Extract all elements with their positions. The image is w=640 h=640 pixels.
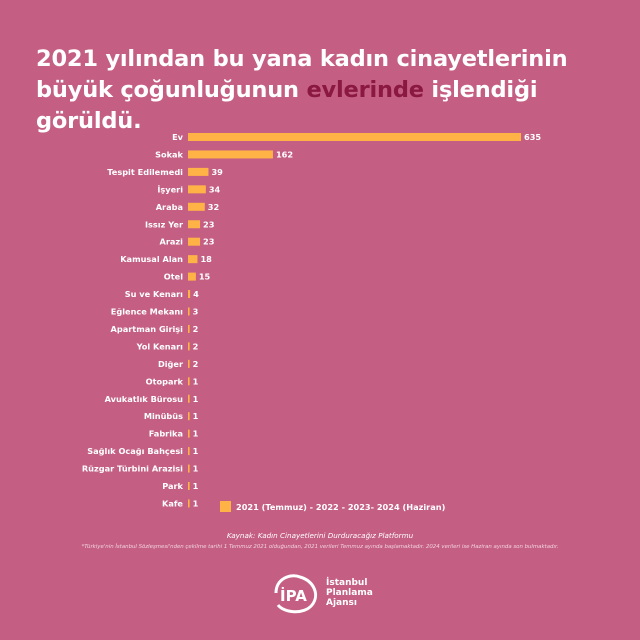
value-label: 2 bbox=[193, 341, 199, 351]
category-label: Sağlık Ocağı Bahçesi bbox=[87, 446, 183, 456]
bar bbox=[188, 342, 190, 351]
category-label: Fabrika bbox=[149, 429, 183, 439]
bar bbox=[188, 359, 190, 368]
category-label: Otel bbox=[164, 272, 183, 282]
category-label: Araba bbox=[156, 202, 183, 212]
title-line-2-end: işlendiği görüldü. bbox=[36, 77, 538, 134]
source-text: Kaynak: Kadın Cinayetlerini Durduracağız… bbox=[226, 531, 414, 540]
bar bbox=[188, 185, 206, 194]
value-label: 23 bbox=[203, 237, 215, 247]
value-label: 2 bbox=[193, 324, 199, 334]
title-line-1: 2021 yılından bu yana kadın cinayetlerin… bbox=[36, 46, 568, 72]
value-label: 15 bbox=[199, 272, 211, 282]
bar bbox=[188, 447, 190, 456]
chart-legend: 2021 (Temmuz) - 2022 - 2023- 2024 (Hazir… bbox=[220, 501, 445, 512]
value-label: 162 bbox=[276, 149, 293, 159]
title-highlight: evlerinde bbox=[306, 77, 424, 103]
bar bbox=[188, 412, 190, 421]
page-title: 2021 yılından bu yana kadın cinayetlerin… bbox=[36, 44, 616, 137]
value-label: 39 bbox=[211, 167, 223, 177]
bar bbox=[188, 237, 201, 246]
category-label: Apartman Girişi bbox=[111, 324, 184, 334]
value-label: 23 bbox=[203, 219, 215, 229]
category-label: Issız Yer bbox=[145, 219, 184, 229]
value-label: 1 bbox=[193, 481, 199, 491]
value-label: 34 bbox=[209, 184, 221, 194]
logo-text: İstanbul Planlama Ajansı bbox=[326, 578, 373, 608]
value-label: 1 bbox=[193, 498, 199, 508]
category-label: Minübüs bbox=[144, 411, 183, 421]
value-label: 1 bbox=[193, 429, 199, 439]
bar bbox=[188, 307, 190, 316]
category-label: Eğlence Mekanı bbox=[111, 307, 183, 317]
bar bbox=[188, 394, 190, 403]
value-label: 1 bbox=[193, 376, 199, 386]
bar bbox=[188, 290, 191, 299]
category-label: Ev bbox=[172, 132, 184, 142]
bar bbox=[188, 272, 196, 281]
category-label: Tespit Edilemedi bbox=[107, 167, 183, 177]
legend-swatch bbox=[220, 501, 231, 512]
category-label: Yol Kenarı bbox=[136, 341, 184, 351]
category-label: Otopark bbox=[146, 376, 184, 386]
bar bbox=[188, 324, 190, 333]
value-label: 4 bbox=[193, 289, 199, 299]
value-label: 1 bbox=[193, 394, 199, 404]
bar bbox=[188, 150, 273, 159]
category-label: Park bbox=[162, 481, 183, 491]
category-label: Rüzgar Türbini Arazisi bbox=[82, 464, 183, 474]
category-label: Arazi bbox=[160, 237, 184, 247]
value-label: 635 bbox=[524, 132, 541, 142]
ipa-logo-icon: İPA bbox=[274, 574, 317, 614]
bar bbox=[188, 482, 190, 490]
category-label: Sokak bbox=[155, 149, 183, 159]
legend-label: 2021 (Temmuz) - 2022 - 2023- 2024 (Hazir… bbox=[236, 501, 446, 512]
value-label: 3 bbox=[193, 307, 199, 317]
logo-line-1: İstanbul bbox=[326, 578, 368, 588]
title-line-2-start: büyük çoğunluğunun bbox=[36, 77, 307, 103]
category-label: Avukatlık Bürosu bbox=[105, 394, 184, 404]
logo-line-2: Planlama bbox=[326, 588, 373, 598]
logo-mark: İPA bbox=[280, 586, 307, 605]
category-label: Diğer bbox=[158, 359, 184, 369]
bar bbox=[188, 377, 190, 386]
category-label: Su ve Kenarı bbox=[125, 289, 183, 299]
ipa-logo: İPA İstanbul Planlama Ajansı bbox=[270, 571, 373, 615]
bar bbox=[188, 499, 190, 508]
bar bbox=[188, 133, 521, 141]
category-label: İşyeri bbox=[157, 184, 183, 194]
bar bbox=[188, 167, 209, 176]
value-label: 2 bbox=[193, 359, 199, 369]
bar bbox=[188, 220, 201, 229]
bar bbox=[188, 202, 205, 211]
bar bbox=[188, 255, 198, 264]
value-label: 32 bbox=[208, 202, 219, 212]
bar bbox=[188, 429, 190, 438]
value-label: 1 bbox=[193, 411, 199, 421]
value-label: 1 bbox=[193, 446, 199, 456]
category-label: Kafe bbox=[162, 498, 183, 508]
footnote-text: *Türkiye'nin İstanbul Sözleşmesi'nden çe… bbox=[81, 544, 559, 550]
category-label: Kamusal Alan bbox=[120, 254, 183, 264]
bar bbox=[188, 464, 190, 473]
logo-line-3: Ajansı bbox=[326, 598, 357, 608]
value-label: 1 bbox=[193, 464, 199, 474]
value-label: 18 bbox=[200, 254, 212, 264]
